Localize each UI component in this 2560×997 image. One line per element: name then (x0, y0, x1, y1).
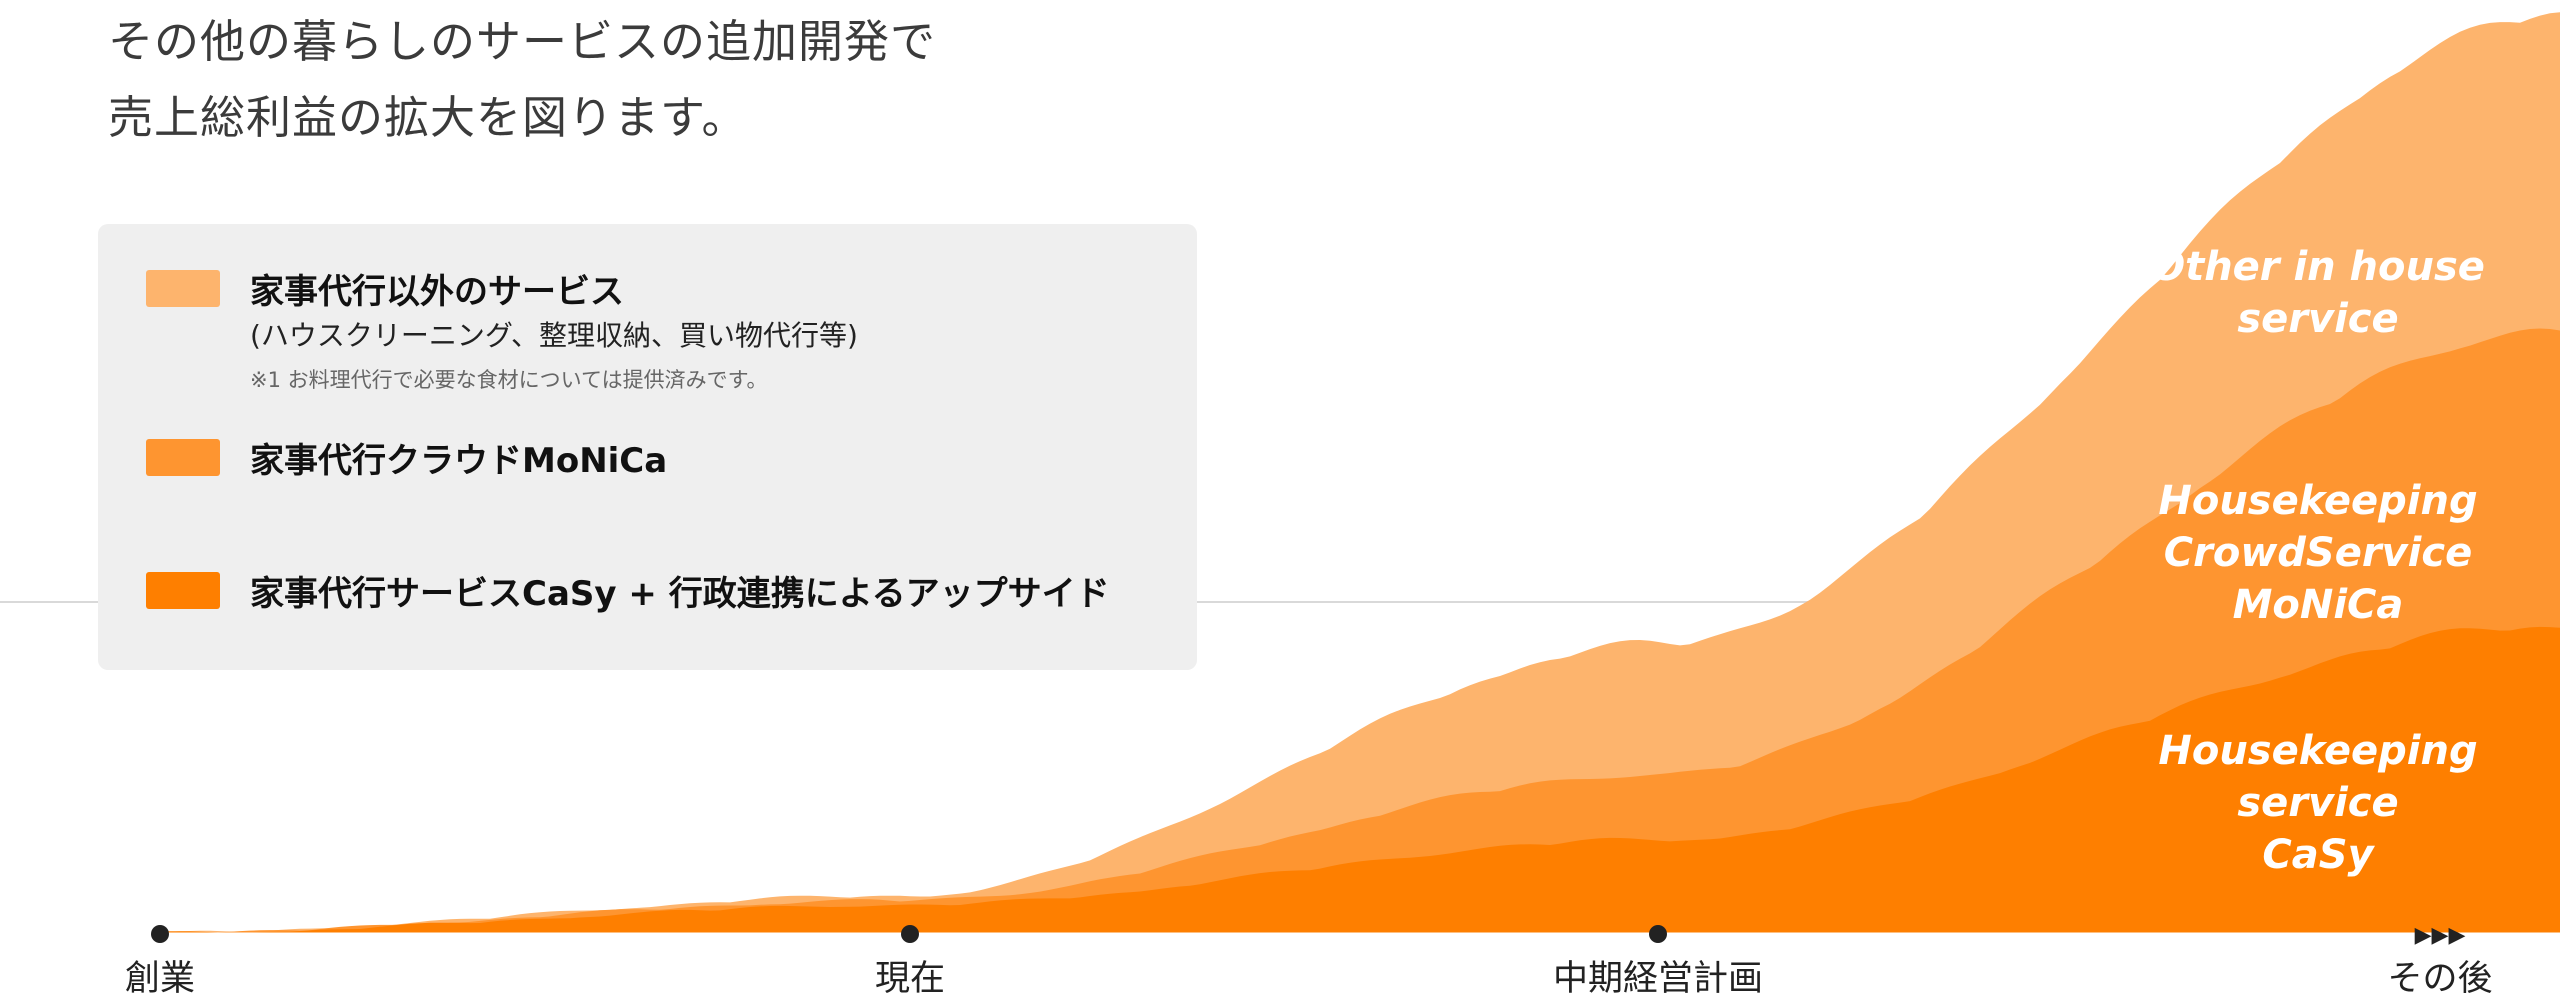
legend-swatch-other (146, 270, 220, 307)
series-label-2-line-2: CrowdService (2164, 530, 2472, 576)
area-housekeeping-service-casy (0, 626, 2560, 934)
series-label-1-line-1: Housekeeping (2158, 728, 2477, 774)
series-label-3-line-1: Other in house (2151, 244, 2485, 290)
legend: 家事代行以外のサービス (ハウスクリーニング、整理収納、買い物代行等) ※1 お… (98, 224, 1197, 670)
x-tick-label-1: 創業 (125, 959, 195, 997)
chart-areas (0, 12, 2560, 934)
headline: その他の暮らしのサービスの追加開発で 売上総利益の拡大を図ります。 (108, 4, 936, 156)
area-housekeeping-crowdservice-monica (0, 328, 2560, 934)
series-label-2-line-1: Housekeeping (2158, 478, 2477, 524)
legend-label-monica: 家事代行クラウドMoNiCa (250, 441, 668, 481)
x-axis-arrow-icon: ▶▶▶ (2415, 923, 2466, 948)
x-tick-label-4: その後 (2387, 959, 2492, 997)
legend-sub-other: (ハウスクリーニング、整理収納、買い物代行等) (250, 319, 858, 352)
series-label-1-line-2: service (2237, 780, 2398, 826)
headline-line-2: 売上総利益の拡大を図ります。 (108, 91, 748, 144)
legend-swatch-casy (146, 572, 220, 609)
series-label-2-line-3: MoNiCa (2233, 582, 2404, 628)
series-label-1-line-3: CaSy (2262, 832, 2375, 878)
x-tick-label-2: 現在 (875, 959, 945, 997)
headline-line-1: その他の暮らしのサービスの追加開発で (108, 15, 937, 68)
x-axis-dot-1 (151, 925, 169, 943)
x-axis-dot-3 (1649, 925, 1667, 943)
series-labels: Housekeeping service CaSy Housekeeping Crowd… (2151, 244, 2485, 878)
x-tick-label-3: 中期経営計画 (1553, 959, 1763, 997)
x-axis-dot-2 (901, 925, 919, 943)
legend-swatch-monica (146, 439, 220, 476)
legend-note-other: ※1 お料理代行で必要な食材については提供済みです。 (250, 368, 768, 392)
legend-label-casy: 家事代行サービスCaSy + 行政連携によるアップサイド (250, 574, 1110, 614)
legend-label-other: 家事代行以外のサービス (250, 272, 624, 312)
x-axis: 創業 現在 中期経営計画 ▶▶▶ その後 (0, 923, 2560, 997)
series-label-3-line-2: service (2237, 296, 2398, 342)
